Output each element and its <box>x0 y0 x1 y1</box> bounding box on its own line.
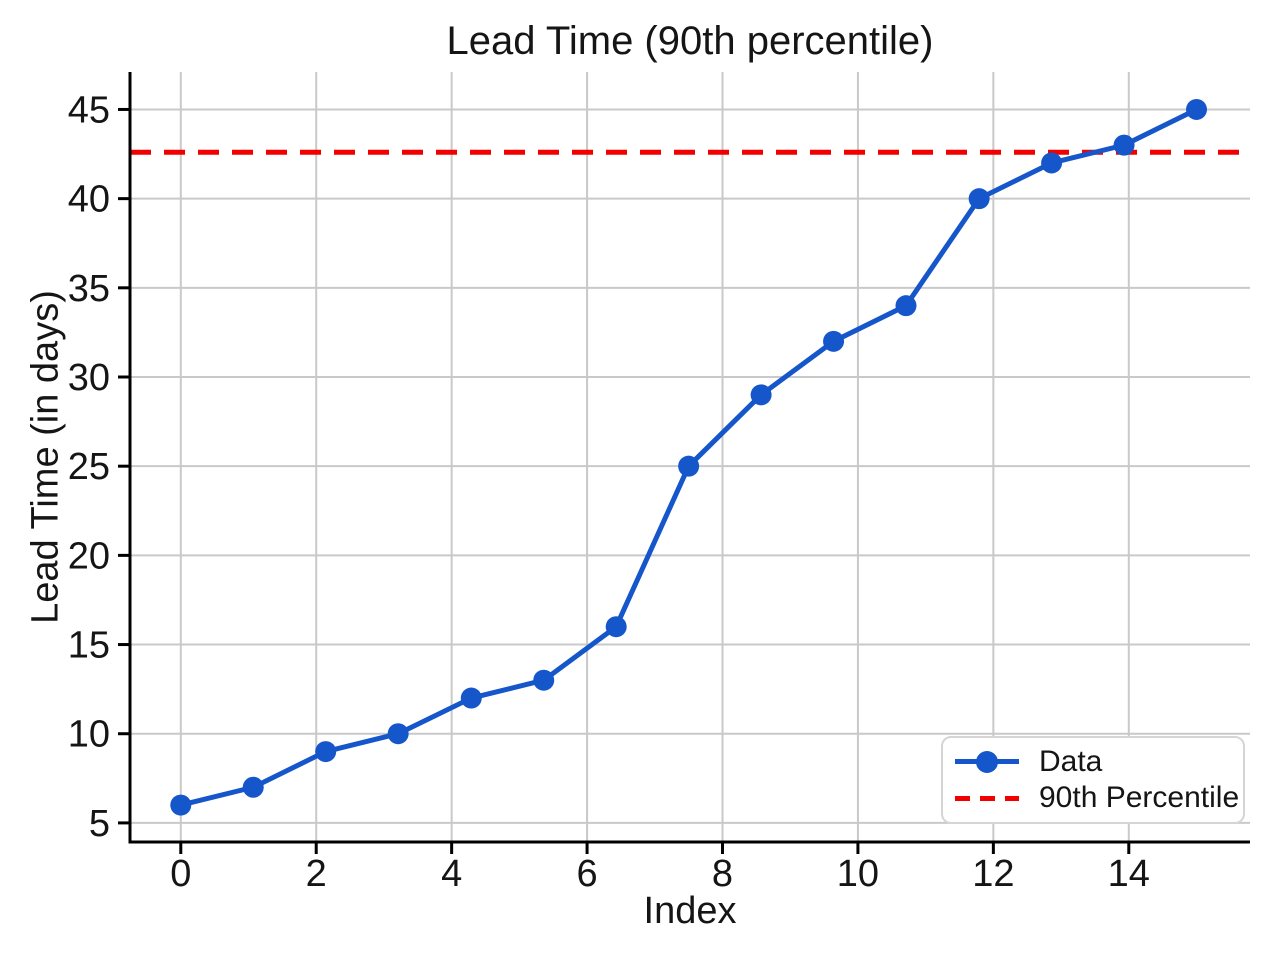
data-point <box>460 687 482 709</box>
x-tick-label: 8 <box>712 853 733 895</box>
legend: Data 90th Percentile <box>941 736 1245 824</box>
y-tick-label: 20 <box>68 535 110 577</box>
data-point <box>1113 134 1135 156</box>
data-point <box>895 295 917 317</box>
data-point <box>242 776 264 798</box>
data-point <box>315 741 337 763</box>
legend-label-percentile: 90th Percentile <box>1039 781 1240 815</box>
data-point <box>1041 152 1063 174</box>
y-tick-label: 10 <box>68 714 110 756</box>
x-tick-label: 6 <box>577 853 598 895</box>
chart-title: Lead Time (90th percentile) <box>446 19 934 63</box>
legend-data-dot <box>976 750 998 773</box>
legend-item-data: Data <box>955 745 1231 779</box>
x-tick-label: 14 <box>1108 853 1150 895</box>
data-point <box>968 188 990 210</box>
data-point <box>750 384 772 406</box>
x-tick-label: 10 <box>837 853 879 895</box>
data-point <box>533 669 555 691</box>
y-tick-label: 5 <box>89 803 110 845</box>
y-tick-label: 25 <box>68 446 110 488</box>
data-point <box>170 794 192 816</box>
y-tick-label: 40 <box>68 179 110 221</box>
legend-label-data: Data <box>1039 744 1103 778</box>
y-tick-label: 30 <box>68 357 110 399</box>
legend-percentile-dash <box>955 795 1019 801</box>
legend-item-percentile: 90th Percentile <box>955 781 1239 815</box>
x-axis-label: Index <box>643 890 737 932</box>
y-axis-label: Lead Time (in days) <box>24 290 67 624</box>
data-point <box>1186 98 1208 120</box>
y-tick-label: 45 <box>68 89 110 131</box>
x-tick-label: 4 <box>441 853 462 895</box>
data-point <box>387 723 409 745</box>
dashed-line-icon <box>955 786 1019 810</box>
data-point <box>823 330 845 352</box>
y-tick-label: 15 <box>68 625 110 667</box>
data-point <box>605 616 627 638</box>
x-tick-label: 2 <box>306 853 327 895</box>
x-tick-label: 12 <box>972 853 1014 895</box>
y-tick-label: 35 <box>68 268 110 310</box>
x-tick-label: 0 <box>170 853 191 895</box>
data-point <box>678 455 700 477</box>
data-series-marker-icon <box>955 750 1019 774</box>
